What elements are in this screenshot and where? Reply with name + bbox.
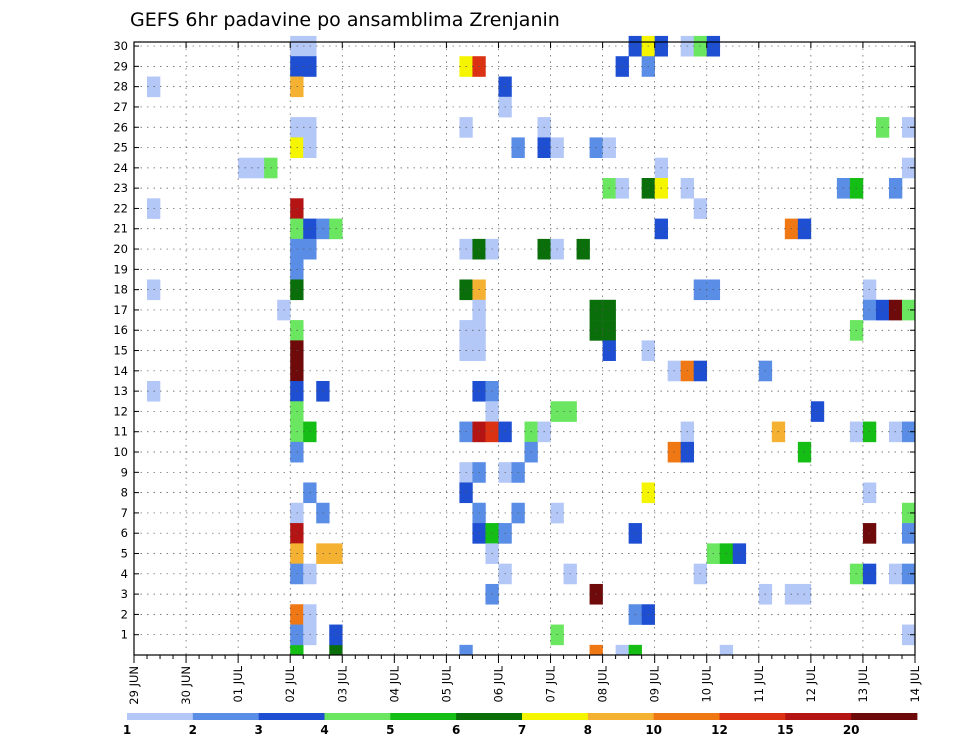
legend-label: 2	[189, 723, 197, 737]
x-tick-label: 14 JUL	[908, 665, 922, 702]
legend-swatch	[587, 713, 655, 720]
plot-frame	[133, 41, 916, 656]
y-tick-label: 30	[113, 39, 128, 53]
x-tick-label: 06 JUL	[491, 665, 505, 702]
legend-label: 12	[711, 723, 728, 737]
legend-label: 1	[123, 723, 131, 737]
y-tick-label: 4	[121, 567, 128, 581]
y-tick-label: 8	[121, 486, 128, 500]
y-tick-label: 12	[113, 404, 128, 418]
legend-label: 8	[584, 723, 592, 737]
legend-label: 5	[386, 723, 394, 737]
y-tick-label: 20	[113, 242, 128, 256]
y-tick-label: 17	[113, 303, 128, 317]
y-tick-label: 23	[113, 181, 128, 195]
x-tick-label: 03 JUL	[335, 665, 349, 702]
y-tick-label: 6	[121, 526, 128, 540]
bottom-strip	[290, 644, 734, 655]
y-tick-label: 15	[113, 344, 128, 358]
y-tick-label: 1	[121, 628, 128, 642]
y-tick-label: 21	[113, 222, 128, 236]
x-tick-label: 04 JUL	[387, 665, 401, 702]
precip-cell-partial	[589, 644, 603, 655]
legend-swatch	[456, 713, 523, 720]
y-axis: 1234567891011121314151617181920212223242…	[113, 39, 915, 642]
grid-lines	[134, 42, 915, 655]
x-tick-label: 13 JUL	[856, 665, 870, 702]
y-tick-label: 9	[121, 465, 128, 479]
chart-title: GEFS 6hr padavine po ansamblima Zrenjani…	[130, 9, 560, 31]
x-tick-label: 01 JUL	[231, 665, 245, 702]
legend-label: 6	[452, 723, 460, 737]
y-tick-label: 7	[121, 506, 128, 520]
x-tick-label: 02 JUL	[283, 665, 297, 702]
x-tick-label: 08 JUL	[596, 665, 610, 702]
y-tick-label: 19	[113, 262, 128, 276]
y-tick-label: 29	[113, 59, 128, 73]
legend-label: 7	[518, 723, 526, 737]
y-tick-label: 3	[121, 587, 128, 601]
legend-swatch	[851, 713, 918, 720]
y-tick-label: 16	[113, 323, 128, 337]
precip-cell-partial	[329, 644, 343, 655]
legend-swatch	[258, 713, 325, 720]
x-axis: 29 JUN 30 JUN 01 JUL 02 JUL 03 JUL 04 JUL 05 J…	[127, 42, 922, 705]
x-tick-label: 09 JUL	[648, 665, 662, 702]
legend-swatch	[653, 713, 720, 720]
y-tick-label: 18	[113, 283, 128, 297]
y-tick-label: 27	[113, 100, 128, 114]
y-tick-label: 5	[121, 547, 128, 561]
y-tick-label: 13	[113, 384, 128, 398]
legend-label: 10	[645, 723, 662, 737]
y-tick-label: 10	[113, 445, 128, 459]
y-tick-label: 26	[113, 120, 128, 134]
x-tick-label: 30 JUN	[179, 666, 193, 705]
legend-swatch	[127, 713, 194, 720]
legend-swatch	[192, 713, 260, 720]
x-tick-label: 11 JUL	[752, 665, 766, 702]
y-tick-label: 25	[113, 141, 128, 155]
x-tick-label: 05 JUL	[439, 665, 453, 702]
legend-label: 4	[320, 723, 328, 737]
x-tick-label: 12 JUL	[804, 665, 818, 702]
x-tick-label: 29 JUN	[127, 666, 141, 705]
y-tick-label: 14	[113, 364, 128, 378]
y-tick-label: 2	[121, 607, 128, 621]
color-legend: 1 2 3 4 5 6 7 8 10 12 15 20	[123, 713, 918, 737]
y-tick-label: 22	[113, 201, 128, 215]
x-tick-label: 07 JUL	[544, 665, 558, 702]
legend-swatch	[719, 713, 786, 720]
precip-cell-partial	[459, 644, 473, 655]
legend-swatch	[522, 713, 589, 720]
legend-label: 15	[777, 723, 794, 737]
y-tick-label: 24	[113, 161, 128, 175]
legend-swatch	[390, 713, 457, 720]
precip-cell-partial	[615, 644, 629, 655]
precip-cell-partial	[628, 644, 642, 655]
legend-label: 3	[254, 723, 262, 737]
y-tick-label: 11	[113, 425, 128, 439]
legend-swatch	[324, 713, 391, 720]
x-tick-label: 10 JUL	[700, 665, 714, 702]
legend-label: 20	[843, 723, 860, 737]
precip-cell-partial	[290, 644, 304, 655]
y-tick-label: 28	[113, 80, 128, 94]
legend-swatch	[785, 713, 852, 720]
precip-cell-partial	[719, 644, 734, 655]
